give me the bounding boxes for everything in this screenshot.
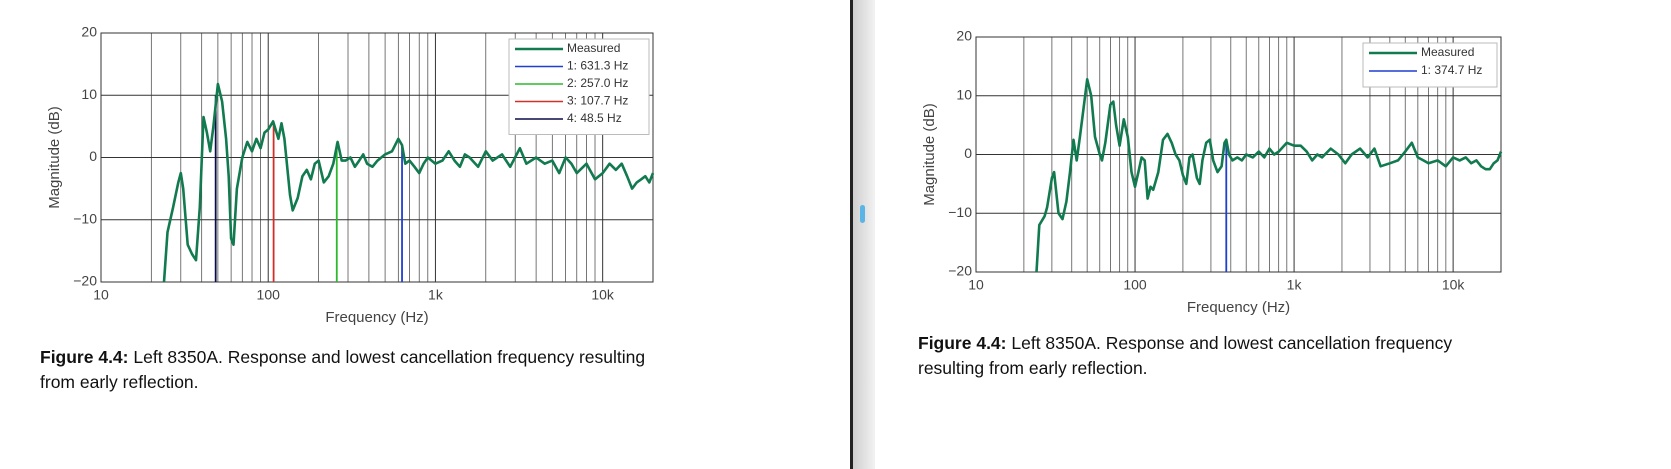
y-tick-label: 0 xyxy=(964,145,972,161)
y-tick-label: −10 xyxy=(948,204,972,220)
legend-label: 3: 107.7 Hz xyxy=(567,94,628,108)
gutter xyxy=(853,0,875,469)
caption-label: Figure 4.4: xyxy=(40,347,129,367)
legend-label: 4: 48.5 Hz xyxy=(567,111,622,125)
legend xyxy=(1362,42,1498,88)
x-axis-label: Frequency (Hz) xyxy=(1187,299,1290,316)
y-axis-label: Magnitude (dB) xyxy=(921,103,938,206)
y-tick-label: 10 xyxy=(956,86,972,102)
y-axis-label: Magnitude (dB) xyxy=(46,106,63,209)
legend-label: Measured xyxy=(1421,45,1474,59)
x-axis-label: Frequency (Hz) xyxy=(325,309,428,326)
legend-label: 1: 631.3 Hz xyxy=(567,59,628,73)
x-tick-label: 10k xyxy=(591,287,615,303)
legend-label: Measured xyxy=(567,41,620,55)
x-tick-label: 100 xyxy=(257,287,281,303)
x-tick-label: 100 xyxy=(1123,277,1147,293)
y-tick-label: −20 xyxy=(948,263,972,279)
y-tick-label: 10 xyxy=(81,86,97,102)
caption: Figure 4.4: Left 8350A. Response and low… xyxy=(918,331,1518,381)
legend-label: 2: 257.0 Hz xyxy=(567,76,628,90)
caption-label: Figure 4.4: xyxy=(918,333,1007,353)
x-tick-label: 1k xyxy=(1287,277,1303,293)
y-tick-label: −10 xyxy=(73,210,97,226)
y-tick-label: 0 xyxy=(89,148,97,164)
x-tick-label: 1k xyxy=(428,287,444,303)
y-tick-label: 20 xyxy=(81,24,97,40)
x-tick-label: 10 xyxy=(93,287,109,303)
x-tick-label: 10 xyxy=(968,277,984,293)
x-tick-label: 10k xyxy=(1442,277,1466,293)
caption: Figure 4.4: Left 8350A. Response and low… xyxy=(40,345,680,395)
drag-handle[interactable] xyxy=(860,205,865,223)
y-tick-label: 20 xyxy=(956,28,972,44)
y-tick-label: −20 xyxy=(73,273,97,289)
divider[interactable] xyxy=(850,0,853,469)
caption-text: Left 8350A. Response and lowest cancella… xyxy=(918,333,1453,378)
legend-label: 1: 374.7 Hz xyxy=(1421,63,1482,77)
measured-line xyxy=(162,82,655,283)
measured-line xyxy=(1035,78,1503,273)
caption-text: Left 8350A. Response and lowest cancella… xyxy=(40,347,646,392)
